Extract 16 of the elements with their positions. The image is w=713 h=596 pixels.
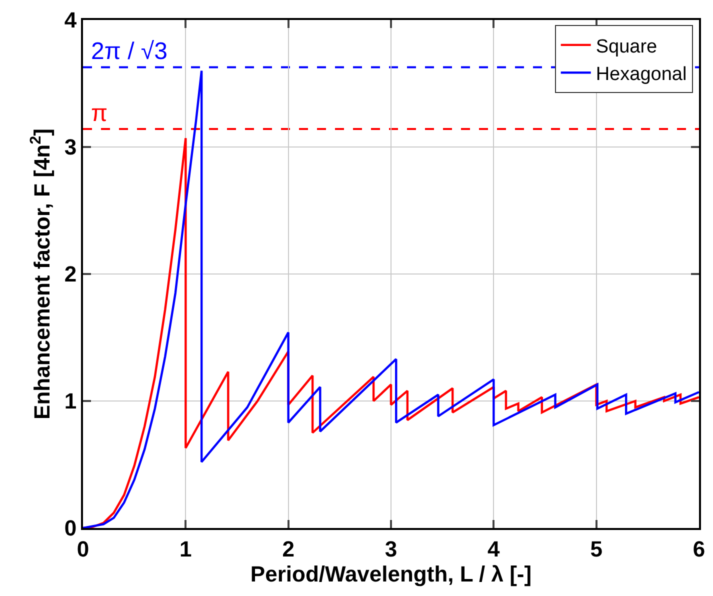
x-tick-label: 5 [590,536,602,562]
x-axis-title: Period/Wavelength, L / λ [-] [250,561,532,586]
x-tick-label: 3 [384,536,398,562]
x-tick-label: 2 [282,536,294,562]
ref-line-label: π [91,100,108,127]
y-tick-label: 1 [64,388,77,414]
ref-line-label: 2π / √3 [91,38,168,65]
legend-label: Square [596,36,658,58]
y-tick-label: 4 [64,8,78,33]
y-tick-label: 3 [64,134,77,160]
y-tick-label: 2 [64,262,77,287]
x-tick-label: 6 [692,536,706,562]
x-tick-label: 1 [180,536,192,562]
legend-label: Hexagonal [596,64,687,86]
x-tick-label: 4 [488,536,501,562]
y-tick-label: 0 [64,516,77,541]
